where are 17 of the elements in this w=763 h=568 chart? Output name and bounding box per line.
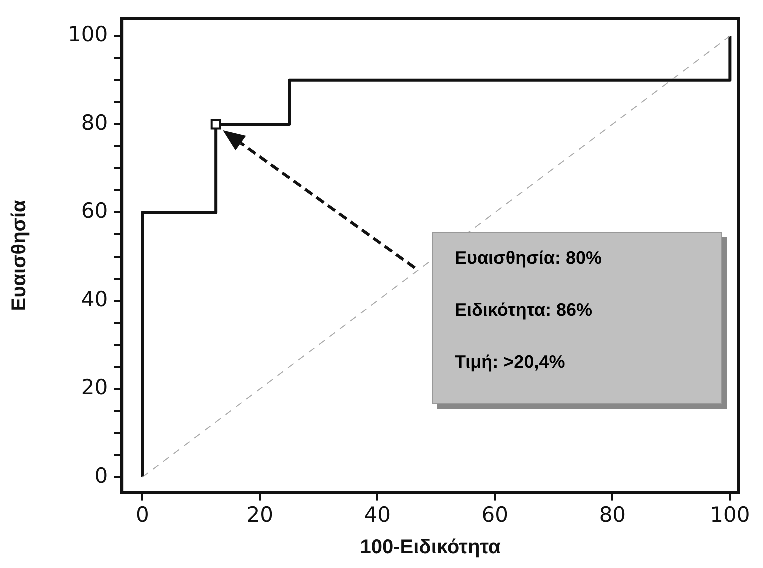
x-tick-label: 80 (599, 502, 626, 527)
x-tick-label: 60 (482, 502, 509, 527)
x-axis-title: 100-Ειδικότητα (360, 536, 502, 559)
y-tick-label: 40 (81, 287, 108, 312)
x-tick-label: 20 (246, 502, 274, 527)
annotation: Ειδικότητα: 86% (455, 299, 594, 322)
x-tick-label: 0 (136, 502, 150, 527)
y-tick-label: 20 (81, 376, 108, 400)
x-tick-label: 100 (710, 502, 750, 527)
y-tick-label: 0 (94, 464, 108, 488)
y-tick-label: 80 (81, 110, 108, 135)
y-tick-label: 60 (81, 199, 108, 224)
x-tick-label: 40 (364, 502, 392, 527)
y-axis-title: Ευαισθησία (8, 199, 31, 312)
annotation: Ευαισθησία: 80% (455, 247, 603, 270)
y-tick-label: 100 (68, 22, 108, 47)
annotation: Τιμή: >20,4% (455, 351, 566, 374)
